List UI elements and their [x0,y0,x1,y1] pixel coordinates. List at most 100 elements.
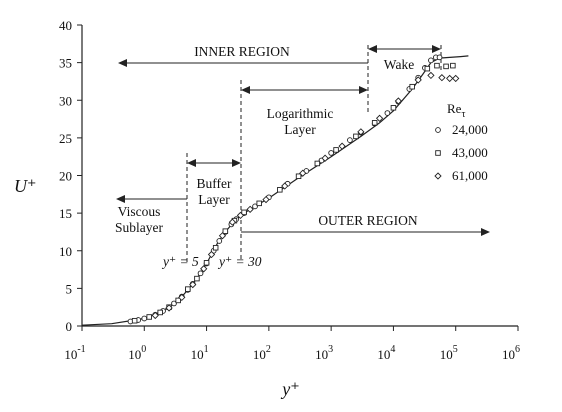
data-point-diamond [228,218,237,226]
data-point-diamond [189,280,197,289]
data-point-diamond [262,195,270,204]
data-point-square [390,105,397,111]
yplus30-label: y⁺ = 30 [217,254,262,269]
data-point-square [157,309,163,316]
y-tick-label: 30 [59,93,72,108]
legend-marker-circle [435,127,441,133]
data-point-diamond [299,169,307,177]
data-point-square [185,286,191,292]
legend: Reτ 24,000 43,000 61,000 [434,101,488,183]
data-point-diamond [218,232,227,240]
x-tick-label: 105 [440,344,458,362]
data-point-diamond [338,142,346,150]
data-point-circle [328,150,334,156]
outer-region-label: OUTER REGION [318,213,418,228]
data-point-square [353,133,359,140]
x-tick-label: 102 [253,344,271,362]
data-point-circle [252,203,258,210]
data-point-circle [428,57,434,64]
annotations: INNER REGION Wake Logarithmic Layer Buff… [115,44,490,269]
data-point-square [222,228,229,234]
data-point-diamond [236,211,245,220]
inner-region-label: INNER REGION [194,44,290,59]
data-point-square [146,314,152,320]
legend-title: Reτ [447,101,465,120]
data-point-diamond [246,205,254,213]
data-point-diamond [207,250,216,259]
y-tick-label: 25 [59,131,72,146]
data-point-circle [384,110,391,116]
data-point-square [175,297,181,304]
fit-curve-layer [81,55,469,326]
data-point-square [131,317,138,324]
wake-label: Wake [384,57,414,72]
data-point-square [371,120,378,126]
data-point-diamond [165,304,173,312]
data-point-circle [216,238,223,244]
data-point-diamond [321,154,329,162]
legend-label: 43,000 [452,145,488,160]
y-tick-label: 10 [59,244,72,259]
data-point-square [295,173,302,180]
y-tick-label: 35 [59,56,72,71]
data-point-circle [347,137,353,143]
data-point-circle [171,300,177,307]
x-axis-title: y⁺ [280,379,300,399]
x-tick-label: 101 [191,344,209,362]
x-tick-label: 103 [315,344,333,362]
y-tick-label: 40 [59,18,72,33]
wake-arrowhead-right [432,45,441,53]
data-point-diamond [414,76,422,84]
viscous-arrowhead [116,195,125,203]
viscous-label-1: Viscous [118,204,161,219]
data-point-diamond [281,182,289,190]
data-point-diamond [394,97,402,105]
data-point-square [256,200,262,207]
y-tick-label: 20 [59,169,72,184]
yplus5-label: y⁺ = 5 [161,254,199,269]
data-point-square [443,63,449,70]
data-point-square [450,62,456,69]
legend-label: 61,000 [452,168,488,183]
fit-curve [81,55,469,326]
legend-marker-square [435,150,441,156]
x-tick-label: 10-1 [64,344,85,362]
data-point-square [424,65,431,72]
buffer-layer-label-1: Buffer [197,176,232,191]
data-point-diamond [357,128,365,136]
data-point-diamond [452,74,460,83]
data-point-circle [141,315,148,322]
data-point-circle [436,54,443,61]
y-tick-label: 15 [59,206,72,221]
legend-label: 24,000 [452,122,488,137]
data-point-square [203,260,210,266]
y-axis-title: U⁺ [14,176,37,196]
data-point-diamond [438,74,446,82]
log-layer-arrowhead-left [241,86,250,94]
data-point-diamond [427,71,435,80]
data-point-diamond [200,265,208,273]
data-point-square [333,147,339,153]
buffer-layer-arrowhead-left [187,159,196,167]
legend-marker-diamond [434,172,442,180]
log-layer-label-1: Logarithmic [267,106,334,121]
data-point-square [212,244,219,251]
x-tick-label: 100 [128,344,146,362]
data-point-diamond [151,311,159,320]
log-layer-label-2: Layer [284,122,316,137]
y-tick-label: 5 [66,281,73,296]
buffer-layer-label-2: Layer [198,192,230,207]
inner-region-arrowhead [118,59,127,67]
data-point-square [277,187,283,193]
data-point-square [409,83,415,90]
x-ticks: 10-1 100 101 102 103 104 105 106 [64,326,520,362]
y-tick-label: 0 [66,319,73,334]
viscous-label-2: Sublayer [115,220,163,235]
data-point-circle [197,270,204,277]
x-tick-label: 104 [377,344,395,362]
data-point-diamond [446,74,454,83]
x-tick-label: 106 [502,344,520,362]
y-ticks: 0 5 10 15 20 25 30 35 40 [59,18,82,334]
data-point-diamond [178,293,186,302]
